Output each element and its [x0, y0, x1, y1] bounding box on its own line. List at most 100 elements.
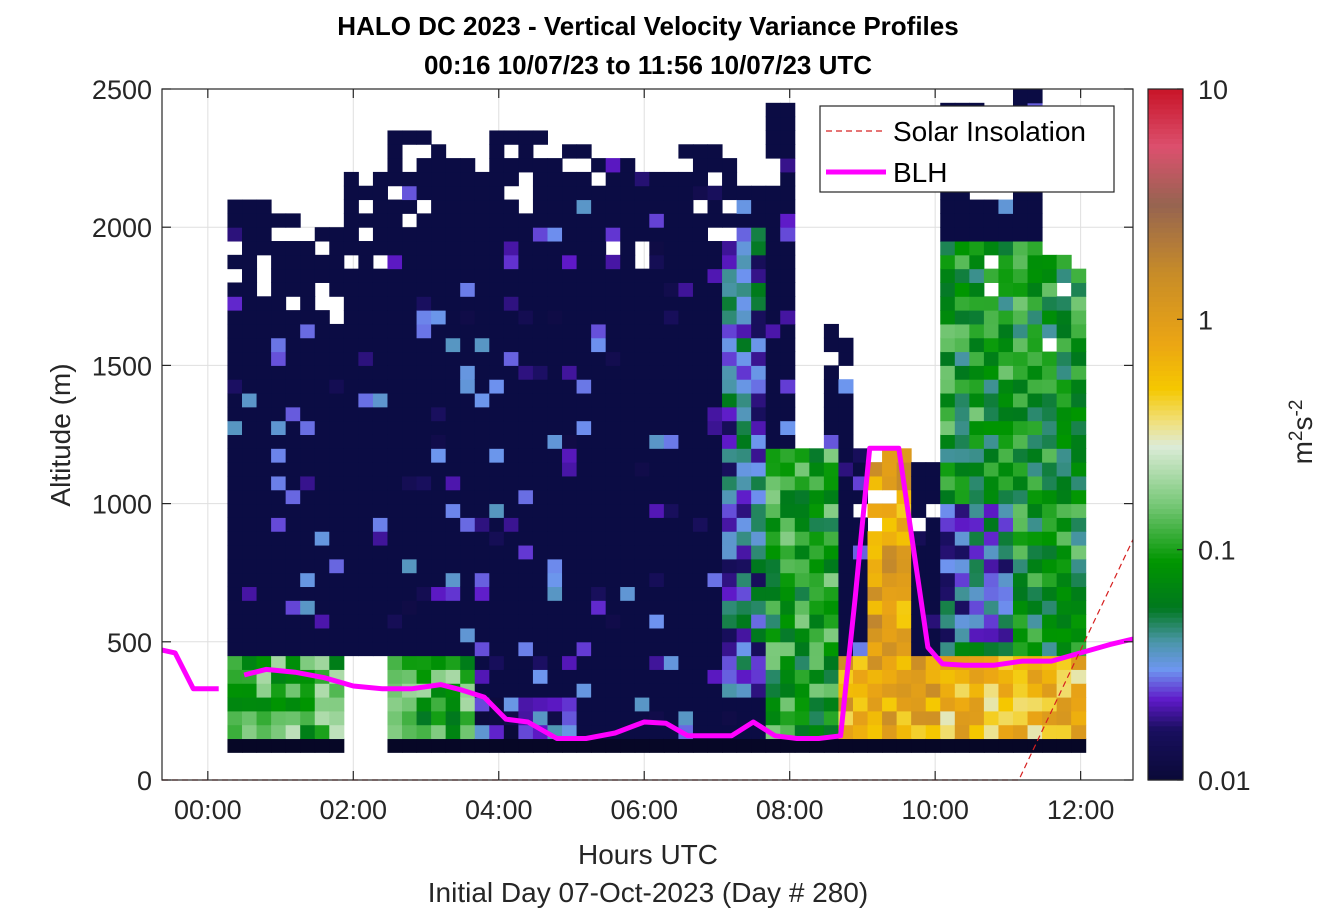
heatmap-cell — [678, 199, 694, 214]
heatmap-cell — [227, 517, 243, 532]
heatmap-cell — [285, 310, 301, 325]
heatmap-cell — [431, 531, 447, 546]
heatmap-cell — [372, 627, 388, 643]
heatmap-cell — [445, 365, 461, 380]
heatmap-cell — [474, 448, 490, 463]
heatmap-cell — [329, 365, 345, 380]
heatmap-cell — [387, 641, 403, 657]
heatmap-cell — [1027, 379, 1043, 394]
x-axis-sublabel: Initial Day 07-Oct-2023 (Day # 280) — [428, 877, 868, 908]
heatmap-cell — [562, 586, 578, 601]
heatmap-cell — [707, 393, 723, 408]
heatmap-cell — [663, 406, 679, 422]
colorbar-segment — [1148, 498, 1183, 505]
heatmap-cell — [722, 171, 738, 187]
heatmap-cell — [503, 586, 519, 601]
heatmap-cell — [765, 296, 781, 311]
heatmap-cell — [591, 241, 607, 256]
heatmap-cell — [562, 572, 578, 588]
heatmap-cell — [998, 268, 1014, 283]
heatmap-cell — [562, 406, 578, 422]
heatmap-cell — [969, 683, 985, 698]
heatmap-cell — [1012, 738, 1029, 753]
heatmap-cell — [1042, 254, 1058, 270]
heatmap-cell — [256, 586, 272, 601]
colorbar-segment — [1148, 439, 1183, 445]
heatmap-cell — [780, 102, 796, 118]
heatmap-cell — [1042, 282, 1058, 297]
heatmap-cell — [663, 614, 679, 629]
heatmap-cell — [518, 282, 534, 297]
heatmap-cell — [605, 213, 621, 228]
heatmap-cell — [532, 448, 548, 463]
heatmap-cell — [940, 572, 956, 588]
heatmap-cell — [256, 600, 272, 615]
heatmap-cell — [562, 489, 578, 505]
y-tick-label: 500 — [107, 628, 152, 658]
heatmap-cell — [547, 310, 563, 325]
heatmap-cell — [489, 365, 505, 380]
heatmap-cell — [882, 475, 898, 491]
heatmap-cell — [736, 614, 752, 629]
heatmap-cell — [620, 241, 636, 256]
colorbar-segment — [1148, 750, 1183, 756]
heatmap-cell — [460, 738, 476, 753]
heatmap-cell — [751, 489, 767, 505]
heatmap-cell — [969, 531, 985, 546]
heatmap-cell — [489, 296, 505, 311]
heatmap-cell — [532, 475, 548, 491]
heatmap-cell — [649, 282, 665, 297]
heatmap-cell — [445, 213, 461, 228]
heatmap-cell — [591, 379, 607, 394]
heatmap-cell — [722, 600, 738, 615]
heatmap-cell — [605, 641, 621, 657]
heatmap-cell — [285, 282, 301, 297]
heatmap-cell — [1056, 531, 1072, 546]
heatmap-cell — [663, 448, 679, 463]
colorbar-segment — [1148, 118, 1183, 125]
heatmap-cell — [474, 655, 490, 670]
heatmap-cell — [445, 531, 461, 546]
heatmap-cell — [620, 738, 636, 753]
heatmap-cell — [736, 558, 752, 574]
heatmap-cell — [707, 462, 723, 477]
heatmap-cell — [1042, 462, 1058, 477]
heatmap-cell — [1042, 393, 1058, 408]
heatmap-cell — [474, 365, 490, 380]
heatmap-cell — [372, 586, 388, 601]
heatmap-cell — [1071, 627, 1087, 643]
x-tick-label: 06:00 — [610, 795, 678, 825]
heatmap-cell — [271, 379, 287, 394]
heatmap-cell — [605, 406, 621, 422]
heatmap-cell — [416, 268, 432, 283]
heatmap-cell — [489, 337, 505, 353]
heatmap-cell — [387, 545, 403, 560]
heatmap-cell — [1056, 323, 1072, 339]
colorbar-segment — [1148, 715, 1183, 722]
heatmap-cell — [809, 545, 825, 560]
heatmap-cell — [605, 171, 621, 187]
heatmap-cell — [576, 627, 592, 643]
heatmap-cell — [591, 503, 607, 518]
heatmap-cell — [852, 614, 869, 629]
heatmap-cell — [1027, 434, 1043, 449]
heatmap-cell — [605, 434, 621, 449]
heatmap-cell — [358, 406, 374, 422]
heatmap-cell — [1056, 489, 1072, 505]
heatmap-cell — [867, 697, 883, 712]
heatmap-cell — [736, 600, 752, 615]
colorbar-segment — [1148, 488, 1183, 495]
heatmap-cell — [678, 600, 694, 615]
heatmap-cell — [547, 296, 563, 311]
heatmap-cell — [707, 365, 723, 380]
heatmap-cell — [227, 572, 243, 588]
heatmap-cell — [227, 697, 243, 712]
heatmap-cell — [736, 213, 752, 228]
heatmap-cell — [692, 185, 709, 201]
heatmap-cell — [431, 710, 447, 726]
heatmap-cell — [227, 393, 243, 408]
heatmap-cell — [751, 393, 767, 408]
heatmap-cell — [256, 213, 272, 228]
